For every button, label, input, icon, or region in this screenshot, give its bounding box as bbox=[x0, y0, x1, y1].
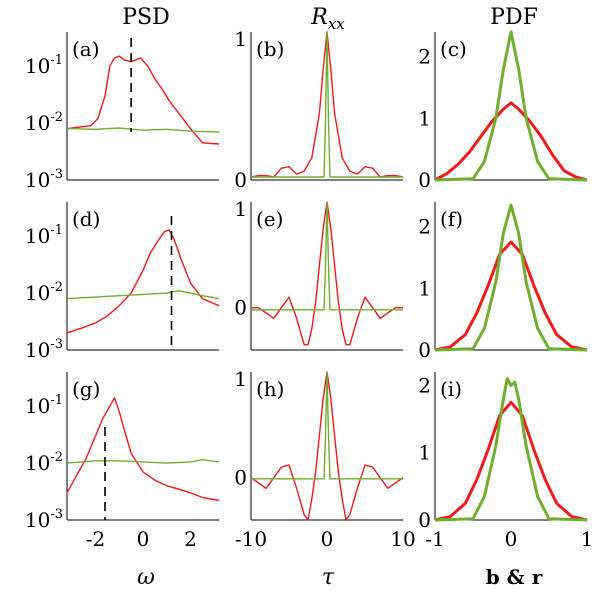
x-tick-label: 0 bbox=[321, 527, 334, 551]
title-psd: PSD bbox=[122, 5, 170, 30]
x-tick-label: 0 bbox=[137, 527, 150, 551]
series-green bbox=[66, 127, 220, 133]
xlabel-pdf: b & r bbox=[486, 565, 543, 589]
y-tick-label: 10-3 bbox=[25, 507, 63, 532]
series-green bbox=[251, 201, 403, 311]
y-tick-label: 1 bbox=[234, 197, 247, 221]
panel-label: (a) bbox=[72, 37, 100, 61]
y-tick-label: 10-3 bbox=[25, 167, 63, 192]
xlabel-psd: ω bbox=[137, 565, 155, 590]
panel-h: (h)10-10 0 10 bbox=[234, 367, 415, 551]
title-pdf: PDF bbox=[490, 5, 538, 30]
panel-b: (b) 1 0 bbox=[234, 27, 404, 192]
y-tick-label: 10-2 bbox=[25, 450, 63, 475]
xlabel-rxx: τ bbox=[322, 565, 335, 590]
panel-e: (e) 1 0 bbox=[234, 197, 403, 351]
series-green bbox=[66, 290, 220, 300]
panel-c: (c) 2 1 0 bbox=[418, 30, 588, 192]
panel-g: (g) 10-1 10-2 10-3 -2 0 2 bbox=[25, 372, 220, 551]
y-tick-label: 1 bbox=[418, 276, 431, 300]
y-tick-label: 0 bbox=[234, 168, 247, 192]
y-tick-label: 2 bbox=[418, 373, 431, 397]
series-green bbox=[251, 371, 403, 480]
series-red bbox=[66, 397, 220, 502]
x-tick-label: -2 bbox=[86, 527, 105, 551]
y-tick-label: 1 bbox=[418, 106, 431, 130]
x-tick-label: -10 bbox=[235, 527, 267, 551]
x-tick-label: -1 bbox=[425, 527, 444, 551]
y-tick-label: 0 bbox=[234, 466, 247, 490]
x-tick-label: 1 bbox=[581, 527, 594, 551]
y-tick-label: 10-2 bbox=[25, 110, 63, 135]
series-red bbox=[434, 101, 588, 182]
panel-f: (f) 2 1 0 bbox=[418, 202, 588, 362]
y-tick-label: 10-2 bbox=[25, 280, 63, 305]
y-tick-label: 0 bbox=[234, 296, 247, 320]
panel-label: (h) bbox=[256, 377, 285, 401]
y-tick-label: 10-1 bbox=[25, 223, 63, 248]
panel-d: (d) 10-1 10-2 10-3 bbox=[25, 202, 220, 362]
panel-label: (d) bbox=[72, 207, 100, 231]
panel-label: (b) bbox=[256, 37, 284, 61]
series-green bbox=[434, 203, 588, 352]
panel-label: (g) bbox=[72, 377, 100, 401]
y-tick-label: 10-3 bbox=[25, 337, 63, 362]
series-green bbox=[434, 30, 588, 182]
panel-a: (a) 10-1 10-2 10-3 bbox=[25, 32, 220, 192]
series-green bbox=[434, 377, 588, 522]
panel-i: (i)210-1 0 1 bbox=[418, 372, 593, 551]
y-tick-label: 0 bbox=[418, 508, 431, 532]
series-green bbox=[251, 31, 403, 178]
y-tick-label: 1 bbox=[234, 367, 247, 391]
y-tick-label: 10-1 bbox=[25, 393, 63, 418]
x-tick-label: 2 bbox=[184, 527, 197, 551]
y-tick-label: 10-1 bbox=[25, 53, 63, 78]
y-tick-label: 0 bbox=[418, 338, 431, 362]
panel-label: (e) bbox=[256, 207, 283, 231]
panel-label: (f) bbox=[440, 207, 463, 231]
series-green bbox=[66, 459, 220, 464]
panel-label: (i) bbox=[440, 377, 462, 401]
y-tick-label: 1 bbox=[234, 27, 247, 51]
series-red bbox=[434, 240, 588, 352]
series-red bbox=[66, 55, 220, 145]
y-tick-label: 1 bbox=[418, 441, 431, 465]
series-red bbox=[434, 400, 588, 522]
y-tick-label: 2 bbox=[418, 215, 431, 239]
x-tick-label: 0 bbox=[505, 527, 518, 551]
y-tick-label: 0 bbox=[418, 168, 431, 192]
panel-label: (c) bbox=[440, 37, 467, 61]
series-red bbox=[66, 229, 220, 334]
y-tick-label: 2 bbox=[418, 45, 431, 69]
x-tick-label: 10 bbox=[390, 527, 415, 551]
panels: (a)10-110-210-3(b)10(c)210(d)10-110-210-… bbox=[25, 27, 593, 551]
title-rxx: Rxx bbox=[310, 5, 345, 33]
